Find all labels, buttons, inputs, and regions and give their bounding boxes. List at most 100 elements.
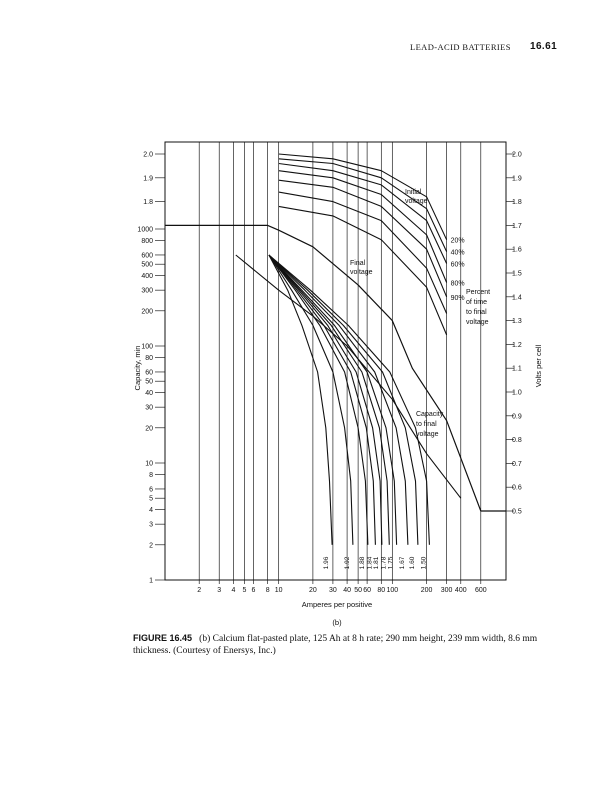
capacity-curve: [268, 254, 409, 545]
capacity-tick-label: 3: [149, 522, 153, 529]
percent-series-label: 80%: [451, 281, 465, 288]
capacity-tick-label: 6: [149, 486, 153, 493]
initial-voltage-curve: [278, 205, 448, 336]
x-tick-label: 5: [242, 587, 246, 594]
right-volt-tick-label: 1.9: [512, 175, 522, 182]
right-volt-tick-label: 1.8: [512, 199, 522, 206]
figure-caption: FIGURE 16.45 (b) Calcium flat-pasted pla…: [133, 632, 553, 657]
capacity-curve: [268, 254, 369, 545]
annotation-initial-voltage-l1: Initial: [405, 189, 422, 196]
left-volt-tick-label: 1.9: [143, 175, 153, 182]
capacity-curve-label: 1.84: [366, 556, 373, 569]
left-y-axis-label: Capacity, min: [133, 346, 142, 391]
capacity-tick-label: 300: [141, 288, 153, 295]
capacity-curve: [268, 254, 390, 545]
capacity-tick-label: 60: [145, 369, 153, 376]
initial-voltage-curve: [278, 153, 448, 240]
capacity-curve: [268, 254, 430, 545]
capacity-curve-label: 1.67: [399, 556, 406, 569]
initial-voltage-curve: [278, 179, 448, 298]
initial-voltage-curve: [278, 170, 448, 283]
capacity-tick-label: 30: [145, 405, 153, 412]
annotation-capacity-to-final: Capacity to final voltage: [416, 411, 444, 438]
capacity-tick-label: 1000: [137, 227, 153, 234]
capacity-tick-label: 10: [145, 461, 153, 468]
capacity-curve: [268, 254, 383, 545]
capacity-curve: [268, 254, 354, 545]
capacity-tick-label: 5: [149, 496, 153, 503]
right-volt-tick-label: 0.9: [512, 413, 522, 420]
capacity-curve-label: 1.60: [409, 556, 416, 569]
percent-series-label: 40%: [451, 250, 465, 257]
right-volt-tick-label: 0.7: [512, 461, 522, 468]
capacity-curve-label: 1.50: [420, 556, 427, 569]
right-y-axis-label: Volts per cell: [534, 344, 543, 387]
right-volt-tick-label: 1.6: [512, 247, 522, 254]
page-number: 16.61: [530, 41, 558, 52]
x-tick-label: 50: [354, 587, 362, 594]
right-volt-tick-label: 0.5: [512, 509, 522, 516]
left-volt-tick-label: 1.8: [143, 199, 153, 206]
chart-curves: 20%40%60%80%90%1.96 1.92 1.88 1.84 1.81 1.78 1…: [165, 153, 506, 569]
percent-series-label: 60%: [451, 261, 465, 268]
right-volt-tick-label: 1.7: [512, 223, 522, 230]
capacity-tick-label: 400: [141, 273, 153, 280]
x-tick-label: 4: [231, 587, 235, 594]
right-volt-tick-label: 1.4: [512, 294, 522, 301]
annotation-final-voltage-l2: voltage: [350, 269, 373, 276]
x-tick-label: 2: [197, 587, 201, 594]
chart-ticks: 2 3 4 5 6 8 10 20 30 40 50 60 80 100 200 300 400 60012345…: [137, 152, 521, 595]
x-axis-label: Amperes per positive: [302, 600, 372, 609]
capacity-curve-label: 1.96: [323, 556, 330, 569]
x-tick-label: 3: [217, 587, 221, 594]
x-tick-label: 200: [421, 587, 433, 594]
plot-frame: [164, 141, 507, 581]
left-volt-tick-label: 2.0: [143, 152, 153, 159]
chart-grid: [198, 142, 482, 580]
capacity-tick-label: 50: [145, 379, 153, 386]
annotation-capacity-l2: to final: [416, 421, 437, 428]
chart-frame: [164, 141, 507, 581]
capacity-curve-label: 1.78: [380, 556, 387, 569]
x-tick-label: 100: [386, 587, 398, 594]
x-tick-label: 30: [329, 587, 337, 594]
capacity-tick-label: 100: [141, 344, 153, 351]
capacity-tick-label: 1: [149, 578, 153, 585]
capacity-curve: [268, 254, 419, 545]
figure-label: FIGURE 16.45: [133, 633, 193, 643]
x-tick-label: 60: [363, 587, 371, 594]
capacity-tick-label: 8: [149, 472, 153, 479]
x-tick-label: 40: [343, 587, 351, 594]
capacity-tick-label: 800: [141, 238, 153, 245]
capacity-tick-label: 4: [149, 507, 153, 514]
annotation-percent-of-time: Percent of time to final voltage: [466, 289, 490, 326]
x-tick-label: 6: [251, 587, 255, 594]
right-volt-tick-label: 1.5: [512, 271, 522, 278]
annotation-initial-voltage-l2: voltage: [405, 198, 428, 205]
capacity-tick-label: 600: [141, 252, 153, 259]
initial-voltage-curve: [278, 158, 448, 252]
annotation-percent-l2: of time: [466, 299, 487, 306]
capacity-tick-label: 20: [145, 425, 153, 432]
x-tick-label: 80: [377, 587, 385, 594]
running-header-title: LEAD-ACID BATTERIES: [410, 42, 511, 52]
annotation-percent-l1: Percent: [466, 289, 490, 296]
right-volt-tick-label: 0.8: [512, 437, 522, 444]
capacity-curve: [268, 254, 333, 545]
capacity-tick-label: 80: [145, 355, 153, 362]
annotation-capacity-l1: Capacity: [416, 411, 444, 418]
capacity-envelope-curve: [235, 254, 462, 499]
right-volt-tick-label: 1.3: [512, 318, 522, 325]
initial-voltage-curve: [278, 191, 448, 314]
right-volt-tick-label: 1.0: [512, 390, 522, 397]
initial-voltage-curve: [278, 162, 448, 264]
percent-series-label: 90%: [451, 295, 465, 302]
annotation-capacity-l3: voltage: [416, 431, 439, 438]
x-tick-label: 300: [441, 587, 453, 594]
x-tick-label: 400: [455, 587, 467, 594]
right-volt-tick-label: 1.2: [512, 342, 522, 349]
capacity-tick-label: 500: [141, 262, 153, 269]
capacity-tick-label: 200: [141, 308, 153, 315]
x-tick-label: 10: [275, 587, 283, 594]
